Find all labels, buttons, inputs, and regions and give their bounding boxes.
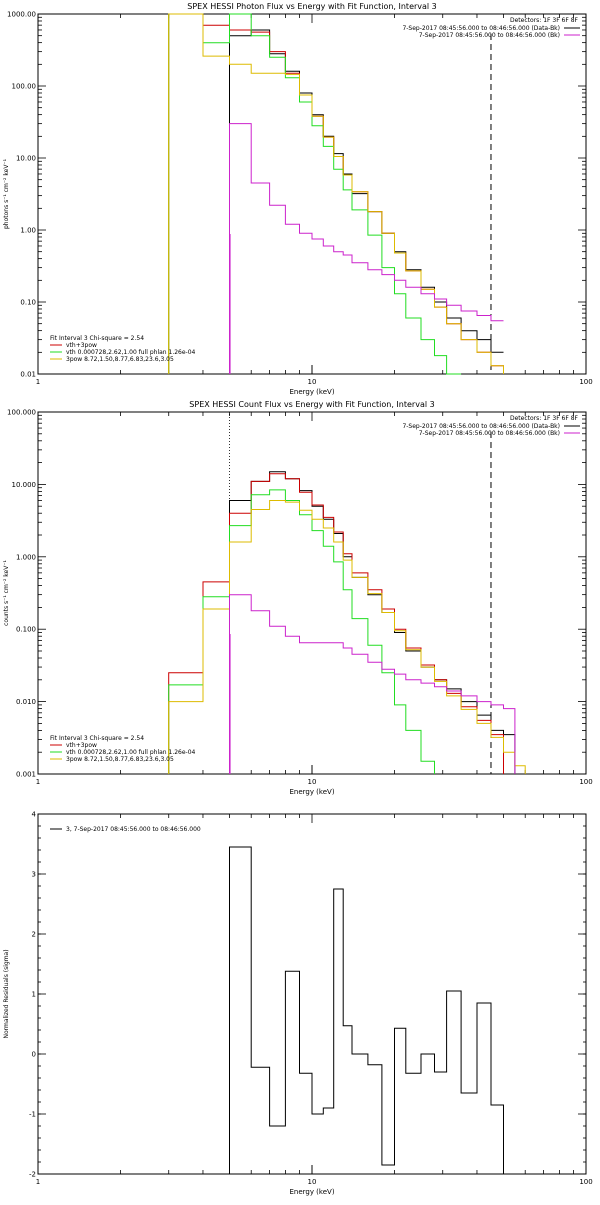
y-tick-label: 10.000 [12, 481, 37, 489]
panel-3: 1 10 100 -2 -1 0 1 2 3 4 Energy (keV) Normalized Re… [3, 811, 593, 1197]
y-tick-label: 0.10 [20, 299, 36, 307]
panel-2: 1 10 100 0.001 0.010 0.100 1.000 10.000 100.000 S… [3, 400, 593, 796]
y-tick-label: 1.00 [20, 227, 36, 235]
fit-legend-text: vth 0.000728,2.62,1.00 full phlan 1.26e-… [66, 349, 196, 356]
legend-text: 3, 7-Sep-2017 08:45:56.000 to 08:46:56.0… [66, 826, 201, 833]
y-tick-label: 4 [32, 811, 37, 819]
y-tick-label: 0 [32, 1051, 36, 1059]
legend: 3, 7-Sep-2017 08:45:56.000 to 08:46:56.0… [50, 826, 201, 833]
y-tick-label: 3 [32, 871, 36, 879]
detectors-label: Detectors: 1F 3F 6F 8F [510, 17, 579, 24]
chart-title: SPEX HESSI Photon Flux vs Energy with Fi… [187, 2, 437, 11]
y-tick-label: 1 [32, 991, 36, 999]
series-vth [168, 489, 435, 774]
fit-legend-text: 3pow 8.72,1.50,8.77,6.83,23.6,3.05 [66, 756, 174, 763]
x-tick-label: 100 [579, 778, 592, 786]
y-axis-label: photons s⁻¹ cm⁻² keV⁻¹ [3, 158, 10, 229]
y-tick-label: 2 [32, 931, 36, 939]
series-residuals [229, 846, 504, 1174]
top-legend: Detectors: 1F 3F 6F 8F7-Sep-2017 08:45:5… [402, 17, 580, 39]
y-tick-label: 0.001 [16, 771, 36, 779]
legend-entry-text: 7-Sep-2017 08:45:56.000 to 08:46:56.000 … [419, 430, 560, 437]
y-tick-label: 100.00 [12, 83, 37, 91]
fit-legend-text: vth 0.000728,2.62,1.00 full phlan 1.26e-… [66, 749, 196, 756]
fit-legend: Fit Interval 3 Chi-square = 2.54vth+3pow… [50, 335, 196, 363]
series-3pow [168, 13, 504, 374]
legend-entry-text: 7-Sep-2017 08:45:56.000 to 08:46:56.000 … [402, 423, 560, 430]
fit-legend-header: Fit Interval 3 Chi-square = 2.54 [50, 335, 144, 342]
x-axis-label: Energy (keV) [289, 1188, 334, 1196]
y-tick-label: -2 [29, 1171, 36, 1179]
y-tick-label: 10.00 [16, 155, 36, 163]
detectors-label: Detectors: 1F 3F 6F 8F [510, 415, 579, 422]
x-tick-label: 100 [579, 1178, 592, 1186]
x-tick-label: 10 [308, 378, 317, 386]
fit-legend-text: vth+3pow [66, 742, 97, 749]
series-vth [168, 13, 462, 375]
fit-legend: Fit Interval 3 Chi-square = 2.54vth+3pow… [50, 735, 196, 763]
y-tick-label: 1.000 [16, 553, 36, 561]
legend-entry-text: 7-Sep-2017 08:45:56.000 to 08:46:56.000 … [402, 25, 560, 32]
series-3pow [168, 500, 526, 774]
x-tick-label: 10 [308, 778, 317, 786]
top-legend: Detectors: 1F 3F 6F 8F7-Sep-2017 08:45:5… [402, 415, 580, 437]
y-tick-label: 0.100 [16, 626, 36, 634]
y-axis-label: counts s⁻¹ cm⁻² keV⁻¹ [3, 560, 10, 626]
x-axis-label: Energy (keV) [289, 788, 334, 796]
y-tick-label: 0.01 [20, 371, 36, 379]
x-tick-label: 1 [36, 378, 40, 386]
fit-legend-text: 3pow 8.72,1.50,8.77,6.83,23.6,3.05 [66, 356, 174, 363]
x-tick-label: 1 [36, 778, 40, 786]
y-tick-label: 0.010 [16, 698, 36, 706]
series-bk [229, 123, 504, 374]
series-bk [229, 594, 516, 774]
fit-legend-header: Fit Interval 3 Chi-square = 2.54 [50, 735, 144, 742]
y-tick-label: -1 [29, 1111, 36, 1119]
chart-title: SPEX HESSI Count Flux vs Energy with Fit… [189, 400, 434, 409]
y-axis-label: Normalized Residuals (sigma) [3, 949, 10, 1038]
x-axis-label: Energy (keV) [289, 388, 334, 396]
x-tick-label: 100 [579, 378, 592, 386]
panel-1: 1 10 100 0.01 0.10 1.00 10.00 100.00 1000.00 SPEX… [3, 2, 593, 396]
fit-legend-text: vth+3pow [66, 342, 97, 349]
x-tick-label: 1 [36, 1178, 40, 1186]
x-tick-label: 10 [308, 1178, 317, 1186]
legend-entry-text: 7-Sep-2017 08:45:56.000 to 08:46:56.000 … [419, 32, 560, 39]
y-tick-label: 100.000 [7, 409, 36, 417]
y-tick-label: 1000.00 [7, 11, 36, 19]
